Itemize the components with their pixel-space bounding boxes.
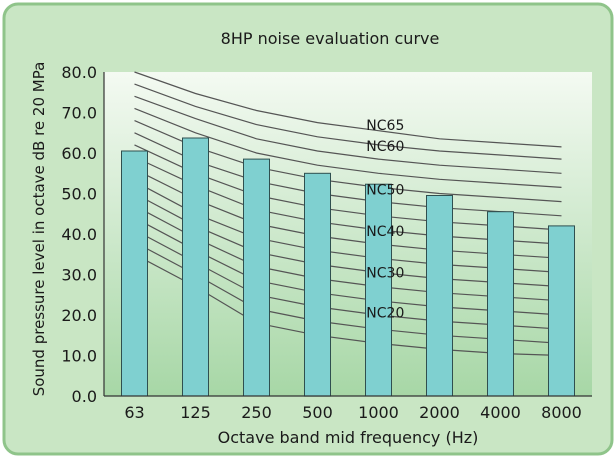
y-tick-label: 60.0 [61, 144, 97, 163]
bar-8000 [548, 225, 575, 397]
x-tick-label: 125 [180, 403, 211, 422]
nc-label-nc20: NC20 [366, 305, 404, 321]
nc-label-nc30: NC30 [366, 265, 404, 281]
bar-250 [243, 158, 270, 397]
nc-label-nc65: NC65 [366, 118, 404, 134]
y-tick-labels: 0.0 10.0 20.0 30.0 40.0 50.0 60.0 70.0 80.0 [61, 63, 97, 406]
y-tick-label: 40.0 [61, 225, 97, 244]
bar-63 [121, 150, 148, 397]
y-tick-label: 80.0 [61, 63, 97, 82]
nc-label-nc40: NC40 [366, 224, 404, 240]
nc-curve-1 [134, 71, 562, 148]
x-tick-label: 1000 [358, 403, 399, 422]
bar-125 [182, 137, 209, 397]
axes [103, 72, 592, 397]
plot-area [104, 72, 592, 396]
x-tick-label: 63 [124, 403, 144, 422]
x-tick-label: 4000 [480, 403, 521, 422]
nc-curve-3 [134, 95, 562, 174]
x-tick-label: 2000 [419, 403, 460, 422]
x-tick-label: 250 [241, 403, 272, 422]
bar-4000 [487, 211, 514, 397]
y-tick-label: 0.0 [72, 387, 97, 406]
nc-curve-labels: NC65 NC60 NC50 NC40 NC30 NC20 [366, 118, 404, 322]
y-tick-label: 10.0 [61, 347, 97, 366]
nc-curve-4 [134, 107, 562, 188]
x-axis-label: Octave band mid frequency (Hz) [218, 428, 479, 447]
x-tick-label: 8000 [541, 403, 582, 422]
y-tick-label: 20.0 [61, 306, 97, 325]
nc-label-nc50: NC50 [366, 182, 404, 198]
y-tick-label: 30.0 [61, 266, 97, 285]
y-tick-label: 70.0 [61, 104, 97, 123]
nc-curve-2 [134, 83, 562, 160]
x-tick-label: 500 [302, 403, 333, 422]
chart-title: 8HP noise evaluation curve [221, 29, 440, 48]
nc-label-nc60: NC60 [366, 139, 404, 155]
bar-series [121, 137, 575, 397]
bar-2000 [426, 195, 453, 397]
y-axis-label: Sound pressure level in octave dB re 20 … [30, 62, 48, 397]
bar-1000 [365, 183, 392, 397]
bar-500 [304, 172, 331, 397]
x-tick-labels: 63 125 250 500 1000 2000 4000 8000 [124, 403, 582, 422]
y-tick-label: 50.0 [61, 185, 97, 204]
